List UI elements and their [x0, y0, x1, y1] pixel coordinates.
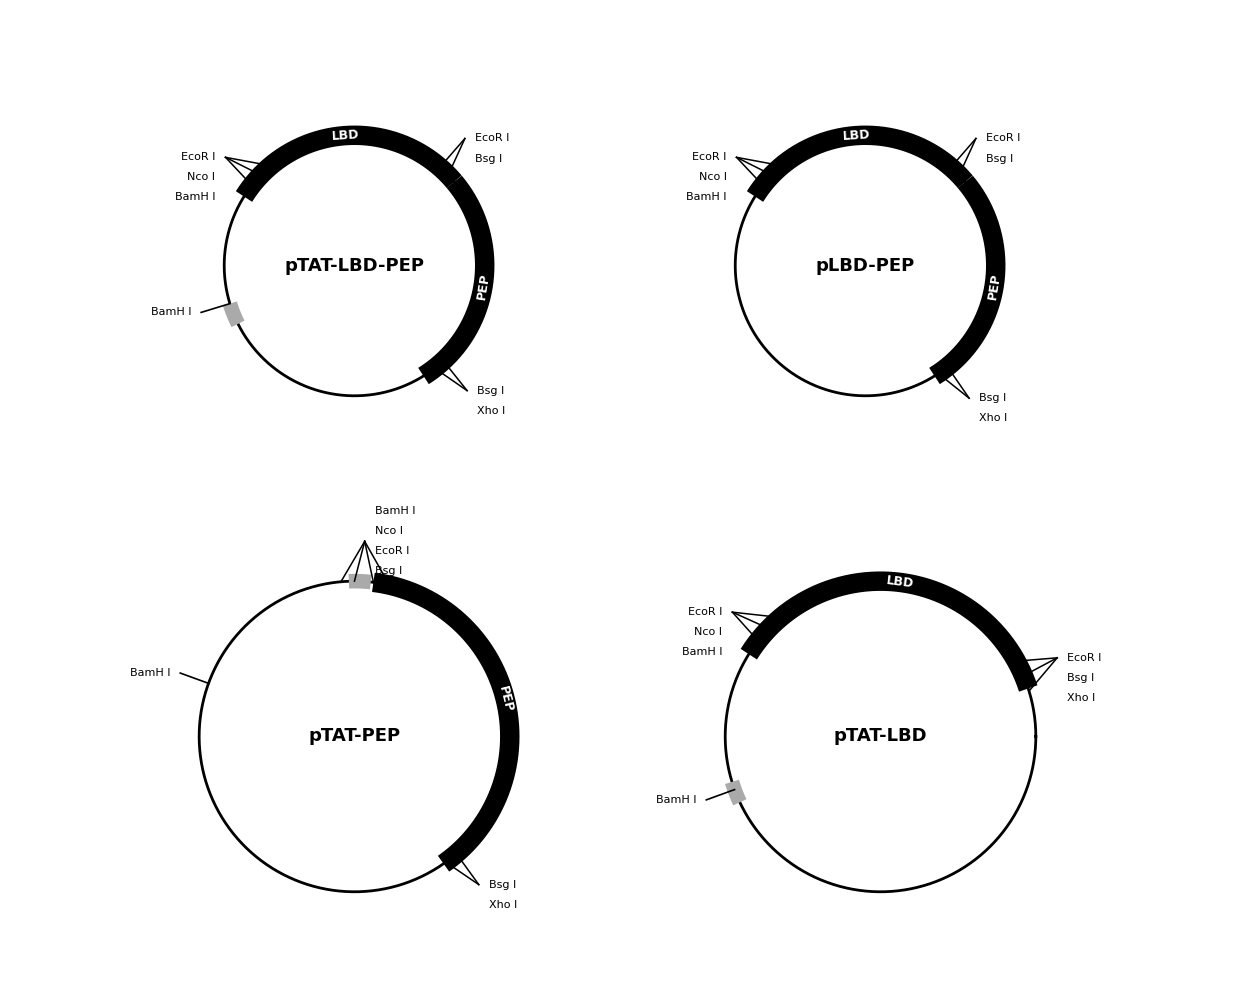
- Text: pTAT-LBD-PEP: pTAT-LBD-PEP: [284, 257, 424, 275]
- Text: Nco I: Nco I: [187, 172, 216, 182]
- Text: Xho I: Xho I: [489, 900, 517, 910]
- Text: Nco I: Nco I: [374, 526, 403, 536]
- Text: BamH I: BamH I: [374, 506, 415, 516]
- Text: PEP: PEP: [475, 272, 491, 301]
- Text: EcoR I: EcoR I: [475, 133, 510, 143]
- Text: EcoR I: EcoR I: [374, 546, 409, 556]
- Text: Bsg I: Bsg I: [475, 153, 502, 163]
- Text: BamH I: BamH I: [175, 192, 216, 202]
- Text: pTAT-PEP: pTAT-PEP: [309, 727, 401, 745]
- Text: Xho I: Xho I: [1068, 693, 1095, 702]
- Text: EcoR I: EcoR I: [181, 152, 216, 162]
- Text: BamH I: BamH I: [656, 795, 697, 805]
- Text: Bsg I: Bsg I: [477, 386, 505, 396]
- Text: Xho I: Xho I: [980, 413, 1007, 423]
- Text: Xho I: Xho I: [477, 406, 506, 416]
- Text: BamH I: BamH I: [130, 668, 170, 678]
- Text: BamH I: BamH I: [150, 308, 191, 318]
- Text: pTAT-LBD: pTAT-LBD: [833, 727, 928, 745]
- Text: EcoR I: EcoR I: [692, 152, 727, 162]
- Text: LBD: LBD: [331, 128, 360, 143]
- Text: Bsg I: Bsg I: [986, 153, 1013, 163]
- Text: BamH I: BamH I: [686, 192, 727, 202]
- Text: Bsg I: Bsg I: [374, 566, 402, 576]
- Text: EcoR I: EcoR I: [1068, 653, 1101, 662]
- Text: EcoR I: EcoR I: [688, 607, 723, 617]
- Text: Nco I: Nco I: [694, 627, 723, 637]
- Text: BamH I: BamH I: [682, 647, 723, 657]
- Text: Nco I: Nco I: [698, 172, 727, 182]
- Text: PEP: PEP: [986, 272, 1003, 301]
- Text: Bsg I: Bsg I: [1068, 673, 1095, 682]
- Text: Bsg I: Bsg I: [489, 880, 516, 890]
- Text: EcoR I: EcoR I: [986, 133, 1021, 143]
- Text: PEP: PEP: [496, 684, 515, 713]
- Text: Bsg I: Bsg I: [980, 393, 1007, 403]
- Text: LBD: LBD: [885, 574, 914, 590]
- Text: LBD: LBD: [842, 128, 870, 143]
- Text: pLBD-PEP: pLBD-PEP: [816, 257, 915, 275]
